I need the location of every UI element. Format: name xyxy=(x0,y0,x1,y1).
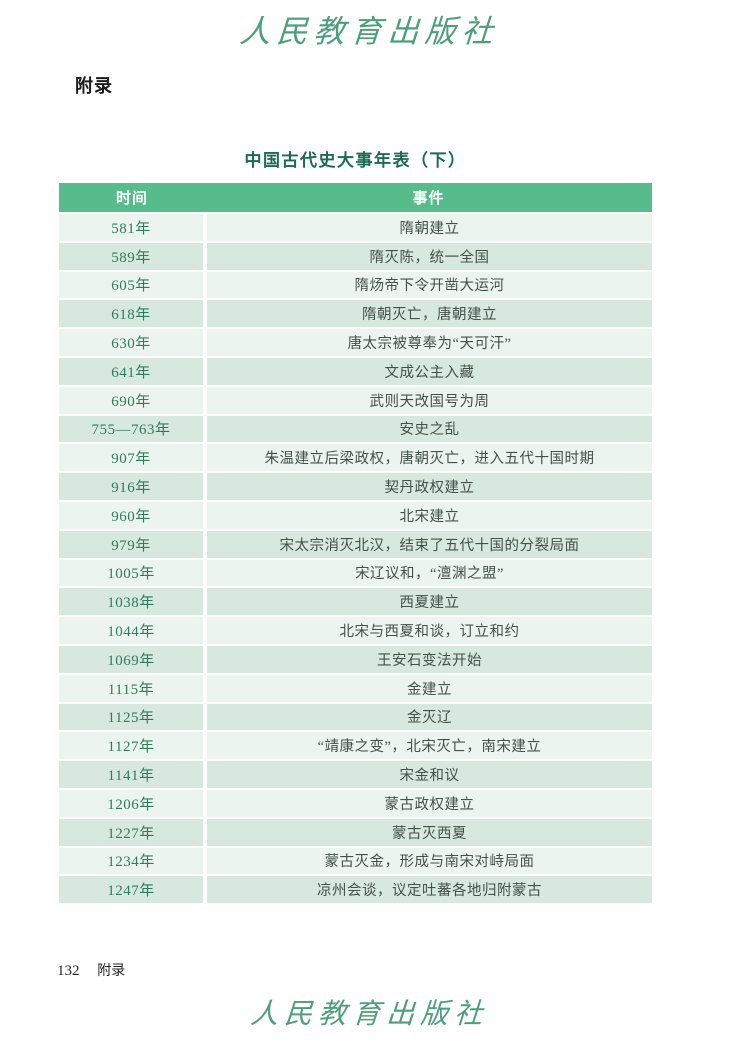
event-cell: 金建立 xyxy=(207,674,652,702)
event-cell: 安史之乱 xyxy=(207,415,652,443)
time-cell: 755—763年 xyxy=(59,415,203,443)
event-cell: 蒙古灭金，形成与南宋对峙局面 xyxy=(207,847,652,875)
footer-section-label: 附录 xyxy=(97,962,126,978)
table-row: 605年 隋炀帝下令开凿大运河 xyxy=(59,271,652,299)
table-row: 1141年 宋金和议 xyxy=(59,761,652,788)
time-cell: 618年 xyxy=(59,300,203,328)
time-cell: 581年 xyxy=(59,214,203,241)
table-row: 618年 隋朝灭亡，唐朝建立 xyxy=(59,300,652,328)
table-row: 960年 北宋建立 xyxy=(59,501,652,529)
time-cell: 630年 xyxy=(59,329,203,356)
table-row: 1206年 蒙古政权建立 xyxy=(59,789,652,817)
table-row: 1038年 西夏建立 xyxy=(59,588,652,616)
event-cell: 蒙古政权建立 xyxy=(207,789,652,817)
event-cell: 王安石变法开始 xyxy=(207,645,652,673)
table-row: 916年 契丹政权建立 xyxy=(59,473,652,500)
time-cell: 1141年 xyxy=(59,761,203,788)
time-cell: 690年 xyxy=(59,386,203,414)
time-cell: 1044年 xyxy=(59,617,203,644)
time-cell: 1125年 xyxy=(59,703,203,731)
event-cell: 契丹政权建立 xyxy=(207,473,652,500)
appendix-heading: 附录 xyxy=(75,76,113,96)
table-row: 589年 隋灭陈，统一全国 xyxy=(59,242,652,270)
event-cell: 北宋建立 xyxy=(207,501,652,529)
event-cell: “靖康之变”，北宋灭亡，南宋建立 xyxy=(207,732,652,760)
time-cell: 1247年 xyxy=(59,876,203,904)
table-header-row: 时间 事件 xyxy=(59,183,652,212)
table-row: 641年 文成公主入藏 xyxy=(59,357,652,385)
table-row: 1247年 凉州会谈，议定吐蕃各地归附蒙古 xyxy=(59,876,652,904)
column-header-time: 时间 xyxy=(115,190,148,207)
event-cell: 朱温建立后梁政权，唐朝灭亡，进入五代十国时期 xyxy=(207,444,652,472)
table-body: 581年 隋朝建立 589年 隋灭陈，统一全国 605年 隋炀帝下令开凿大运河 … xyxy=(59,214,652,904)
table-row: 1234年 蒙古灭金，形成与南宋对峙局面 xyxy=(59,847,652,875)
table-row: 1005年 宋辽议和，“澶渊之盟” xyxy=(59,559,652,587)
event-cell: 宋太宗消灭北汉，结束了五代十国的分裂局面 xyxy=(207,530,652,558)
time-cell: 1227年 xyxy=(59,818,203,846)
time-cell: 1069年 xyxy=(59,645,203,673)
event-cell: 文成公主入藏 xyxy=(207,357,652,385)
event-cell: 唐太宗被尊奉为“天可汗” xyxy=(207,329,652,356)
event-cell: 蒙古灭西夏 xyxy=(207,818,652,846)
time-cell: 1206年 xyxy=(59,789,203,817)
event-cell: 隋朝建立 xyxy=(207,214,652,241)
publisher-logo-bottom: 人民教育出版社 xyxy=(249,999,490,1030)
table-row: 581年 隋朝建立 xyxy=(59,214,652,241)
event-cell: 隋朝灭亡，唐朝建立 xyxy=(207,300,652,328)
time-cell: 979年 xyxy=(59,530,203,558)
table-row: 755—763年 安史之乱 xyxy=(59,415,652,443)
table-row: 1115年 金建立 xyxy=(59,674,652,702)
time-cell: 1234年 xyxy=(59,847,203,875)
time-cell: 641年 xyxy=(59,357,203,385)
event-cell: 北宋与西夏和谈，订立和约 xyxy=(207,617,652,644)
event-cell: 隋灭陈，统一全国 xyxy=(207,242,652,270)
table-row: 907年 朱温建立后梁政权，唐朝灭亡，进入五代十国时期 xyxy=(59,444,652,472)
time-cell: 1038年 xyxy=(59,588,203,616)
event-cell: 凉州会谈，议定吐蕃各地归附蒙古 xyxy=(207,876,652,904)
time-cell: 589年 xyxy=(59,242,203,270)
table-row: 1069年 王安石变法开始 xyxy=(59,645,652,673)
time-cell: 1127年 xyxy=(59,732,203,760)
event-cell: 西夏建立 xyxy=(207,588,652,616)
time-cell: 1115年 xyxy=(59,674,203,702)
table-row: 1044年 北宋与西夏和谈，订立和约 xyxy=(59,617,652,644)
time-cell: 916年 xyxy=(59,473,203,500)
event-cell: 金灭辽 xyxy=(207,703,652,731)
table-row: 979年 宋太宗消灭北汉，结束了五代十国的分裂局面 xyxy=(59,530,652,558)
time-cell: 907年 xyxy=(59,444,203,472)
event-cell: 隋炀帝下令开凿大运河 xyxy=(207,271,652,299)
table-row: 1125年 金灭辽 xyxy=(59,703,652,731)
table-title: 中国古代史大事年表（下） xyxy=(244,151,467,170)
events-table: 时间 事件 581年 隋朝建立 589年 隋灭陈，统一全国 605年 隋炀帝下令… xyxy=(59,183,652,904)
publisher-logo-top: 人民教育出版社 xyxy=(238,14,501,49)
page-number: 132 xyxy=(57,963,80,979)
page-footer: 132 附录 xyxy=(57,960,125,980)
time-cell: 605年 xyxy=(59,271,203,299)
table-row: 1127年 “靖康之变”，北宋灭亡，南宋建立 xyxy=(59,732,652,760)
column-header-event: 事件 xyxy=(412,190,445,207)
time-cell: 1005年 xyxy=(59,559,203,587)
time-cell: 960年 xyxy=(59,501,203,529)
event-cell: 宋辽议和，“澶渊之盟” xyxy=(207,559,652,587)
table-row: 1227年 蒙古灭西夏 xyxy=(59,818,652,846)
table-row: 630年 唐太宗被尊奉为“天可汗” xyxy=(59,329,652,356)
table-row: 690年 武则天改国号为周 xyxy=(59,386,652,414)
event-cell: 宋金和议 xyxy=(207,761,652,788)
event-cell: 武则天改国号为周 xyxy=(207,386,652,414)
